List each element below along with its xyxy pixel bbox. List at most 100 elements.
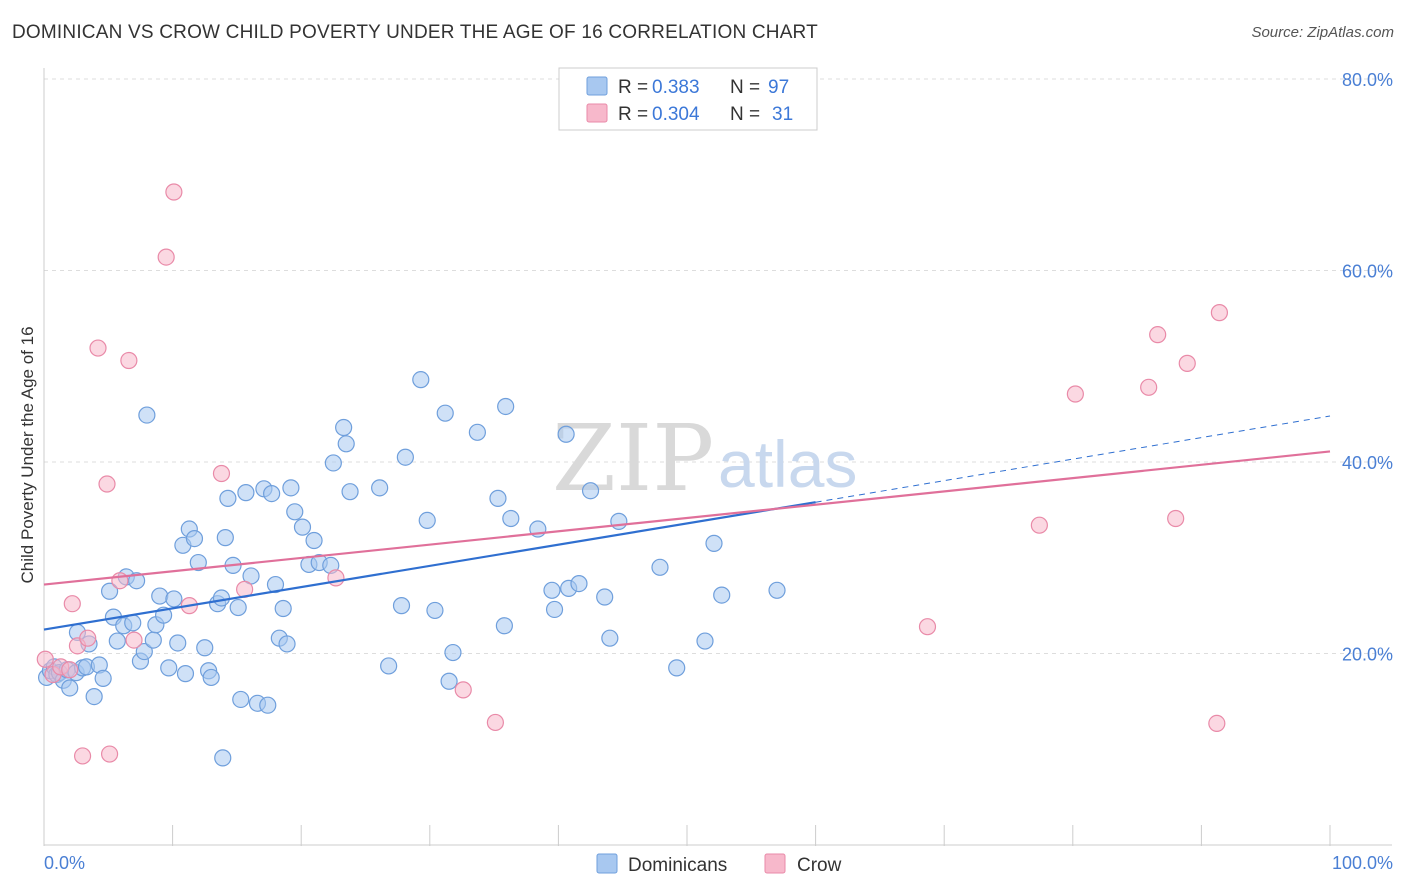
crow-point bbox=[1030, 516, 1048, 534]
dominicans-point bbox=[468, 423, 486, 441]
dominicans-point bbox=[335, 418, 353, 437]
legend-r-label-2: R = bbox=[618, 104, 648, 125]
dominicans-point bbox=[135, 642, 153, 661]
dominicans-point bbox=[412, 371, 430, 389]
legend: R = 0.383 N = 97 R = 0.304 N = 31 bbox=[558, 67, 818, 131]
dominicans-point bbox=[495, 617, 513, 635]
dominicans-point bbox=[668, 659, 686, 677]
crow-point bbox=[89, 339, 107, 357]
dominicans-point bbox=[100, 582, 119, 600]
crow-point bbox=[100, 745, 119, 763]
dominicans-point bbox=[768, 581, 786, 599]
legend-swatch-crow bbox=[586, 103, 608, 123]
dominicans-point bbox=[274, 599, 292, 618]
y-tick-label: 80.0% bbox=[1342, 70, 1393, 90]
dominicans-point bbox=[108, 632, 126, 650]
dominicans-point bbox=[127, 572, 146, 590]
dominicans-point bbox=[651, 558, 669, 576]
dominicans-point bbox=[202, 668, 220, 687]
bottom-legend: Dominicans Crow bbox=[596, 853, 842, 876]
watermark-atlas: atlas bbox=[718, 427, 857, 501]
chart-title: DOMINICAN VS CROW CHILD POVERTY UNDER TH… bbox=[12, 22, 818, 43]
crow-point bbox=[1208, 714, 1226, 732]
axes bbox=[43, 68, 1392, 846]
dominicans-point bbox=[596, 588, 614, 606]
dominicans-point bbox=[570, 575, 588, 593]
crow-point bbox=[1178, 354, 1196, 372]
dominicans-point bbox=[266, 575, 285, 594]
source-label: Source: ZipAtlas.com bbox=[1251, 24, 1394, 41]
dominicans-point bbox=[94, 669, 112, 687]
crow-point bbox=[61, 661, 79, 679]
dominicans-trend-extension bbox=[815, 415, 1331, 503]
dominicans-point bbox=[138, 406, 156, 424]
dominicans-point bbox=[214, 749, 232, 767]
bottom-legend-crow: Crow bbox=[797, 855, 842, 876]
dominicans-point bbox=[502, 509, 520, 528]
y-tick-label: 40.0% bbox=[1342, 453, 1393, 473]
dominicans-point bbox=[543, 581, 561, 599]
dominicans-point bbox=[581, 482, 600, 500]
dominicans-point bbox=[426, 601, 444, 620]
dominicans-point bbox=[278, 635, 296, 653]
crow-trend-line bbox=[43, 450, 1331, 586]
crow-point bbox=[212, 464, 231, 483]
crow-point bbox=[1140, 378, 1158, 396]
dominicans-point bbox=[293, 518, 312, 536]
crow-point bbox=[454, 681, 472, 699]
dominicans-point bbox=[169, 634, 187, 652]
dominicans-point bbox=[418, 511, 436, 530]
bottom-legend-swatch-crow bbox=[764, 853, 786, 874]
dominicans-point bbox=[497, 397, 515, 416]
dominicans-point bbox=[219, 489, 237, 507]
legend-n-label-2: N = bbox=[730, 104, 760, 125]
crow-point bbox=[918, 618, 937, 636]
dominicans-point bbox=[160, 659, 178, 677]
crow-point bbox=[327, 569, 345, 587]
watermark-zip: ZIP bbox=[552, 405, 714, 512]
dominicans-point bbox=[341, 483, 359, 501]
dominicans-point bbox=[713, 586, 731, 604]
dominicans-point bbox=[489, 489, 507, 507]
dominicans-point bbox=[151, 587, 169, 605]
dominicans-point bbox=[305, 531, 323, 550]
dominicans-point bbox=[436, 404, 454, 422]
dominicans-point bbox=[216, 529, 234, 547]
crow-point bbox=[79, 629, 97, 647]
crow-point bbox=[1066, 385, 1084, 403]
dominicans-trend-line bbox=[43, 501, 816, 631]
legend-n-label-1: N = bbox=[730, 77, 760, 98]
crow-point bbox=[120, 351, 138, 370]
dominicans-point bbox=[185, 529, 204, 548]
crow-point bbox=[486, 713, 504, 732]
dominicans-point bbox=[232, 690, 250, 709]
dominicans-point bbox=[392, 597, 411, 615]
dominicans-point bbox=[371, 479, 389, 497]
crow-point bbox=[125, 631, 143, 649]
dominicans-point bbox=[324, 454, 342, 472]
dominicans-point bbox=[263, 484, 281, 503]
legend-r-label-1: R = bbox=[618, 77, 648, 98]
dominicans-point bbox=[286, 503, 304, 521]
dominicans-point bbox=[610, 512, 628, 530]
dominicans-point bbox=[196, 639, 214, 657]
legend-n-value-2: 31 bbox=[772, 104, 793, 125]
legend-r-value-2: 0.304 bbox=[652, 104, 700, 125]
y-tick-labels: 20.0% 40.0% 60.0% 80.0% bbox=[1342, 70, 1393, 665]
y-tick-label: 60.0% bbox=[1342, 262, 1393, 282]
x-tick-max: 100.0% bbox=[1332, 853, 1393, 873]
x-tick-min: 0.0% bbox=[44, 853, 85, 873]
dominicans-point bbox=[165, 590, 183, 608]
dominicans-point bbox=[396, 448, 414, 466]
crow-point bbox=[1210, 304, 1229, 322]
legend-r-value-1: 0.383 bbox=[652, 77, 700, 98]
dominicans-point bbox=[440, 672, 458, 690]
dominicans-point bbox=[61, 679, 79, 697]
dominicans-point bbox=[444, 643, 462, 662]
crow-point bbox=[157, 248, 175, 266]
dominicans-point bbox=[601, 629, 619, 647]
dominicans-point bbox=[380, 657, 398, 675]
y-tick-label: 20.0% bbox=[1342, 645, 1393, 665]
crow-point bbox=[73, 747, 92, 765]
